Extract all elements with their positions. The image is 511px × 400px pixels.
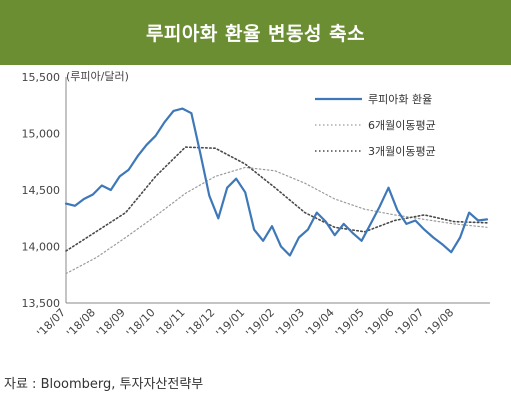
legend-item-rupiah-label: 루피아화 환율 bbox=[368, 93, 432, 106]
ma6-line bbox=[65, 166, 488, 275]
x-tick-label: '19/04 bbox=[303, 306, 337, 340]
y-tick-label: 15,500 bbox=[22, 71, 61, 84]
y-tick-label: 13,500 bbox=[22, 297, 61, 310]
legend: 루피아화 환율 6개월이동평균 3개월이동평균 bbox=[315, 93, 436, 158]
ma3-line bbox=[65, 146, 488, 252]
x-tick-label: '19/06 bbox=[363, 306, 397, 340]
x-tick-label: '18/07 bbox=[34, 306, 68, 340]
y-unit-label: (루피아/달러) bbox=[66, 70, 129, 83]
x-tick-label: '19/07 bbox=[393, 306, 427, 340]
x-tick-label: '19/08 bbox=[423, 306, 457, 340]
x-tick-label: '18/12 bbox=[184, 306, 218, 340]
series-lines bbox=[64, 107, 489, 275]
x-tick-label: '18/09 bbox=[94, 306, 128, 340]
x-tick-label: '18/08 bbox=[64, 306, 98, 340]
x-tick-label: '19/05 bbox=[333, 306, 367, 340]
y-tick-label: 15,000 bbox=[22, 128, 61, 141]
x-tick-label: '19/01 bbox=[214, 306, 248, 340]
y-tick-label: 14,000 bbox=[22, 241, 61, 254]
x-tick-label: '19/03 bbox=[273, 306, 307, 340]
legend-item-ma6-label: 6개월이동평균 bbox=[368, 119, 436, 132]
y-axis: 13,500 14,000 14,500 15,000 15,500 bbox=[22, 71, 67, 310]
x-tick-label: '19/02 bbox=[243, 306, 277, 340]
x-tick-label: '18/11 bbox=[154, 306, 188, 340]
x-axis: '18/07'18/08'18/09'18/10'18/11'18/12'19/… bbox=[34, 302, 490, 340]
line-chart: (루피아/달러) 13,50014,00014,50015,00015,500 … bbox=[22, 70, 490, 340]
x-tick-label: '18/10 bbox=[124, 306, 158, 340]
source-note: 자료 : Bloomberg, 투자자산전략부 bbox=[4, 377, 204, 392]
legend-item-ma3-label: 3개월이동평균 bbox=[368, 145, 436, 158]
rupiah-rate-line bbox=[64, 107, 489, 257]
y-tick-label: 14,500 bbox=[22, 184, 61, 197]
title-banner: 루피아화 환율 변동성 축소 bbox=[0, 0, 511, 65]
chart-title: 루피아화 환율 변동성 축소 bbox=[145, 23, 366, 45]
